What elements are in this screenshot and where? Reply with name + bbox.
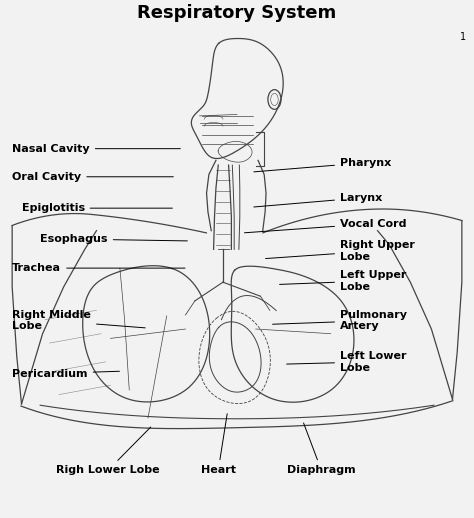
Text: Nasal Cavity: Nasal Cavity bbox=[12, 143, 180, 154]
Text: Epiglotitis: Epiglotitis bbox=[21, 203, 173, 213]
Text: Diaphragm: Diaphragm bbox=[287, 423, 356, 475]
Text: Righ Lower Lobe: Righ Lower Lobe bbox=[56, 427, 160, 475]
Text: Heart: Heart bbox=[201, 414, 236, 475]
Text: Left Upper
Lobe: Left Upper Lobe bbox=[280, 270, 406, 292]
Text: Pharynx: Pharynx bbox=[254, 157, 392, 172]
Text: Right Upper
Lobe: Right Upper Lobe bbox=[265, 240, 415, 262]
Text: 1: 1 bbox=[460, 32, 466, 41]
Text: Pericardium: Pericardium bbox=[12, 368, 119, 379]
Text: Pulmonary
Artery: Pulmonary Artery bbox=[273, 310, 407, 332]
Text: Left Lower
Lobe: Left Lower Lobe bbox=[287, 351, 407, 372]
Text: Larynx: Larynx bbox=[254, 193, 383, 207]
Text: Right Middle
Lobe: Right Middle Lobe bbox=[12, 310, 145, 332]
Text: Esophagus: Esophagus bbox=[40, 234, 187, 244]
Title: Respiratory System: Respiratory System bbox=[137, 4, 337, 22]
Text: Trachea: Trachea bbox=[12, 263, 185, 273]
Text: Vocal Cord: Vocal Cord bbox=[245, 219, 407, 233]
Text: Oral Cavity: Oral Cavity bbox=[12, 172, 173, 182]
